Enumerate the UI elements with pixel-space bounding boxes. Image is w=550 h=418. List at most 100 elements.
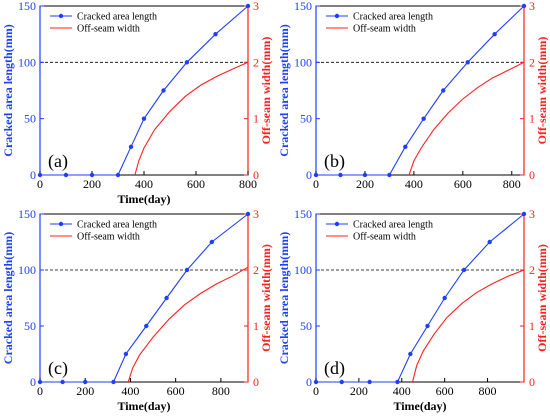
x-tick-label: 0 — [37, 384, 43, 398]
left-axis-title: Cracked area length(mm) — [1, 232, 15, 364]
chart-panel-2: 0 200 400 600 800 0 50 100 150 0 1 2 3 Cracked area l… — [277, 0, 549, 191]
right-tick-label: 1 — [253, 112, 259, 126]
data-point — [128, 144, 134, 150]
data-point — [141, 116, 147, 121]
left-tick-label: 100 — [18, 263, 36, 277]
x-tick-label: 200 — [76, 384, 94, 398]
data-point — [83, 379, 88, 385]
x-tick-label: 0 — [313, 177, 319, 191]
legend-marker — [334, 13, 340, 19]
panel-label: (b) — [324, 151, 345, 172]
panel-label: (a) — [48, 151, 68, 172]
x-tick-label: 0 — [313, 384, 319, 398]
right-tick-label: 2 — [529, 263, 535, 277]
off-seam-width-line — [411, 269, 525, 383]
left-tick-label: 50 — [300, 112, 312, 126]
x-axis-title: Time(day) — [117, 399, 170, 413]
data-point — [213, 31, 218, 37]
x-tick-label: 400 — [393, 384, 411, 398]
left-tick-label: 150 — [18, 0, 36, 13]
plot-frame — [39, 5, 249, 176]
off-seam-width-line — [408, 61, 525, 176]
data-point — [161, 88, 166, 93]
left-tick-label: 100 — [294, 55, 312, 69]
legend-label: Cracked area length — [353, 12, 433, 23]
left-tick-label: 100 — [18, 55, 36, 69]
left-tick-label: 100 — [294, 263, 312, 277]
left-tick-label: 150 — [294, 207, 312, 221]
right-tick-label: 2 — [253, 263, 259, 277]
off-seam-width-line — [134, 61, 249, 176]
right-tick-label: 3 — [529, 0, 535, 13]
data-point — [144, 323, 149, 329]
data-point — [362, 172, 368, 178]
data-point — [313, 172, 319, 178]
legend-label: Cracked area length — [353, 220, 433, 231]
data-point — [115, 172, 121, 178]
data-point — [245, 3, 251, 9]
off-seam-width-line — [127, 266, 249, 383]
data-point — [367, 379, 372, 385]
data-point — [521, 3, 527, 9]
x-tick-label: 800 — [212, 384, 230, 398]
legend-marker — [58, 221, 64, 227]
right-tick-label: 0 — [529, 168, 535, 182]
x-axis-title: Time(day) — [117, 192, 170, 206]
data-point — [60, 379, 65, 385]
right-tick-label: 3 — [253, 0, 259, 13]
x-tick-label: 200 — [83, 177, 101, 191]
x-tick-label: 400 — [405, 177, 423, 191]
data-point — [339, 379, 344, 385]
legend-label: Off-seam width — [353, 232, 416, 243]
right-tick-label: 0 — [253, 375, 259, 389]
data-point — [395, 379, 400, 385]
left-tick-label: 150 — [18, 207, 36, 221]
data-point — [425, 323, 430, 329]
data-point — [442, 295, 447, 301]
left-tick-label: 0 — [306, 168, 312, 182]
x-tick-label: 600 — [167, 384, 185, 398]
chart-panel-1: 0 200 400 600 8000501001500123Time(day)Crack… — [1, 0, 273, 206]
legend-marker — [58, 13, 64, 19]
x-tick-label: 600 — [436, 384, 454, 398]
left-tick-label: 150 — [294, 0, 312, 13]
data-point — [492, 31, 497, 37]
right-axis-title: Off-seam width(mm) — [535, 244, 549, 352]
data-point — [184, 267, 190, 273]
x-tick-label: 400 — [135, 177, 153, 191]
x-tick-label: 200 — [356, 177, 374, 191]
x-tick-label: 800 — [503, 177, 521, 191]
right-tick-label: 1 — [529, 112, 535, 126]
data-point — [184, 60, 190, 65]
legend-label: Cracked area length — [77, 220, 157, 231]
data-point — [164, 295, 169, 301]
right-tick-label: 1 — [253, 319, 259, 333]
legend-label: Off-seam width — [353, 24, 416, 35]
left-tick-label: 0 — [306, 375, 312, 389]
data-point — [338, 172, 343, 178]
right-tick-label: 0 — [529, 375, 535, 389]
data-point — [111, 379, 116, 385]
data-point — [63, 172, 69, 178]
right-tick-label: 3 — [529, 207, 535, 221]
data-point — [209, 239, 215, 245]
right-axis-title: Off-seam width(mm) — [259, 244, 273, 352]
legend-marker — [334, 221, 340, 227]
data-point — [403, 144, 408, 150]
left-tick-label: 50 — [24, 319, 36, 333]
legend-label: Cracked area length — [77, 12, 157, 23]
panel-label: (d) — [324, 358, 345, 379]
cracked-length-line — [40, 213, 249, 383]
x-tick-label: 800 — [479, 384, 497, 398]
x-tick-label: 800 — [239, 177, 257, 191]
data-point — [313, 379, 319, 385]
right-tick-label: 2 — [253, 55, 259, 69]
panel-label: (c) — [48, 358, 68, 379]
cracked-length-line — [316, 5, 525, 176]
right-axis-title: Off-seam width(mm) — [259, 37, 273, 145]
chart-panel-3: 0 200 400 600 800 0 50 100 150 0 1 2 3 Time(day) Crack… — [1, 207, 273, 413]
legend-label: Off-seam width — [77, 24, 140, 35]
cracked-length-line — [40, 5, 249, 176]
left-axis-title: Cracked area length(mm) — [277, 24, 291, 156]
